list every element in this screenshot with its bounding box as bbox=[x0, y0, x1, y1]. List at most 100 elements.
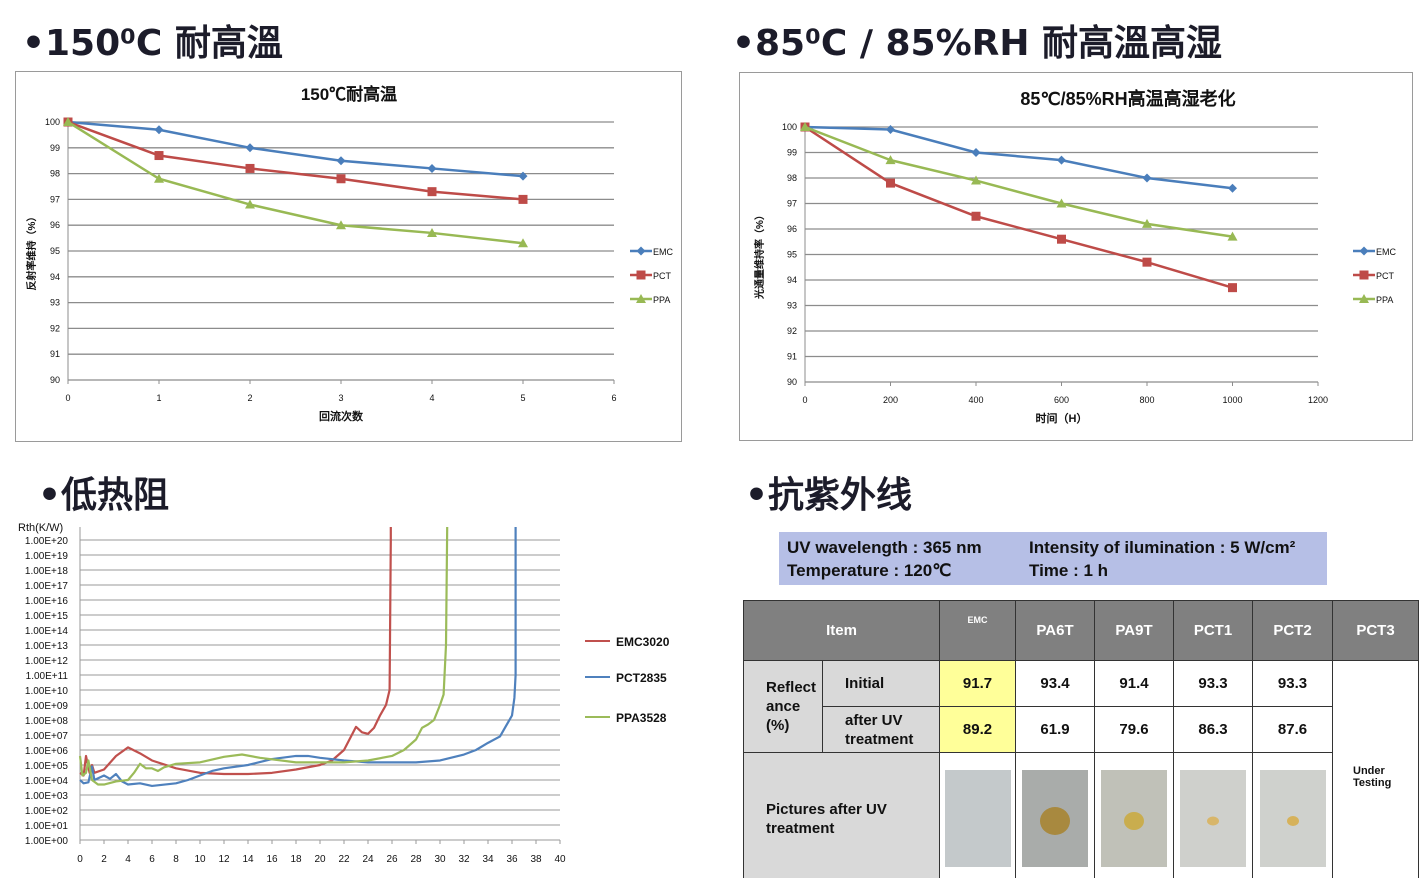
y-tick-label: 1.00E+04 bbox=[25, 776, 69, 787]
x-tick-label: 0 bbox=[77, 854, 83, 865]
data-point-pct bbox=[1057, 234, 1066, 244]
legend-label: EMC bbox=[1376, 247, 1397, 257]
data-point-pct bbox=[336, 174, 346, 184]
data-point-ppa bbox=[245, 199, 255, 209]
cell-value: 91.4 bbox=[1094, 660, 1174, 707]
cell-value: 91.7 bbox=[939, 660, 1016, 707]
data-point-ppa bbox=[518, 238, 528, 248]
series-line-emc3020 bbox=[79, 527, 392, 777]
legend-label: PPA bbox=[653, 295, 670, 305]
y-tick-label: 1.00E+13 bbox=[25, 641, 69, 652]
x-tick-label: 16 bbox=[266, 854, 278, 865]
x-tick-label: 2 bbox=[101, 854, 107, 865]
uv-intensity: Intensity of ilumination : 5 W/cm² bbox=[1029, 538, 1296, 557]
y-tick-label: 94 bbox=[50, 272, 60, 282]
pictures-label: Pictures after UV treatment bbox=[743, 752, 940, 878]
header-col: PA6T bbox=[1015, 600, 1095, 661]
y-tick-label: 1.00E+02 bbox=[25, 806, 69, 817]
data-point-ppa bbox=[63, 117, 73, 126]
x-tick-label: 1200 bbox=[1308, 395, 1328, 405]
legend-label: PPA bbox=[1376, 295, 1393, 305]
cell-value: 86.3 bbox=[1173, 706, 1253, 753]
y-tick-label: 1.00E+20 bbox=[25, 536, 69, 547]
chart-humidity-frame: 85℃/85%RH高温高湿老化 90 91 92 93 94 95 96 97 98 99 100 0 2… bbox=[739, 72, 1413, 441]
data-point-emc bbox=[971, 148, 981, 157]
x-tick-label: 10 bbox=[194, 854, 206, 865]
x-tick-label: 32 bbox=[458, 854, 470, 865]
y-tick-label: 95 bbox=[787, 250, 797, 260]
y-tick-label: 1.00E+12 bbox=[25, 656, 69, 667]
data-point-pct bbox=[427, 187, 437, 197]
y-tick-label: 94 bbox=[787, 275, 797, 285]
y-tick-label: 1.00E+18 bbox=[25, 566, 69, 577]
series-line-emc bbox=[67, 120, 524, 178]
legend-marker bbox=[636, 270, 646, 280]
y-tick-label: 1.00E+03 bbox=[25, 791, 69, 802]
legend-label: EMC3020 bbox=[616, 635, 670, 649]
x-tick-label: 12 bbox=[218, 854, 230, 865]
data-point-emc bbox=[154, 125, 164, 135]
data-point-ppa bbox=[1142, 218, 1152, 228]
data-point-ppa bbox=[1227, 231, 1238, 241]
x-tick-label: 22 bbox=[338, 854, 350, 865]
chart-title: 85℃/85%RH高温高湿老化 bbox=[1020, 88, 1235, 109]
data-point-pct bbox=[971, 211, 981, 221]
uv-time: Time : 1 h bbox=[1029, 561, 1109, 580]
x-tick-label: 200 bbox=[883, 395, 898, 405]
y-tick-label: 1.00E+14 bbox=[25, 626, 69, 637]
legend-label: PCT2835 bbox=[616, 671, 667, 685]
cell-value: 93.3 bbox=[1173, 660, 1253, 707]
y-tick-label: 99 bbox=[50, 143, 60, 153]
data-point-pct bbox=[1228, 283, 1237, 293]
x-tick-label: 30 bbox=[434, 854, 446, 865]
data-point-ppa bbox=[1056, 198, 1067, 208]
x-tick-label: 3 bbox=[338, 393, 343, 403]
y-tick-label: 100 bbox=[782, 122, 797, 132]
x-tick-label: 800 bbox=[1139, 395, 1154, 405]
section-title-humidity: •85⁰C / 85%RH 耐高溫高湿 bbox=[732, 23, 1223, 64]
y-tick-label: 1.00E+19 bbox=[25, 551, 69, 562]
legend-label: PCT bbox=[1376, 271, 1395, 281]
y-axis-label: Rth(K/W) bbox=[18, 522, 63, 534]
x-tick-label: 20 bbox=[314, 854, 326, 865]
y-tick-label: 1.00E+07 bbox=[25, 731, 69, 742]
y-tick-label: 96 bbox=[50, 220, 60, 230]
sample-photo-pa9t bbox=[1101, 770, 1167, 868]
data-point-emc bbox=[427, 163, 437, 173]
data-point-pct bbox=[518, 194, 528, 204]
x-tick-label: 6 bbox=[149, 854, 155, 865]
data-point-emc bbox=[886, 125, 895, 135]
series-line-ppa bbox=[804, 125, 1233, 238]
x-tick-label: 14 bbox=[242, 854, 254, 865]
x-tick-label: 5 bbox=[520, 393, 525, 403]
data-point-pct bbox=[886, 178, 895, 188]
series-line-pct2835 bbox=[79, 527, 517, 788]
header-col: EMC bbox=[939, 600, 1016, 661]
data-point-ppa bbox=[971, 175, 981, 185]
x-tick-label: 34 bbox=[482, 854, 494, 865]
y-tick-label: 97 bbox=[787, 199, 797, 209]
data-point-emc bbox=[1228, 183, 1237, 193]
y-tick-label: 93 bbox=[787, 301, 797, 311]
cell-value: 79.6 bbox=[1094, 706, 1174, 753]
data-point-pct bbox=[154, 151, 164, 161]
chart-high-temp-frame: 150℃耐高温 90 91 92 93 94 95 96 97 98 99 100 0 1 2 3 4 5 6 回流次… bbox=[15, 71, 682, 442]
chart-title: 150℃耐高温 bbox=[301, 84, 397, 104]
x-tick-label: 0 bbox=[802, 395, 807, 405]
x-tick-label: 400 bbox=[968, 395, 983, 405]
table-row-after: after UV treatment 89.2 61.9 79.6 86.3 8… bbox=[744, 706, 1419, 753]
table-row-pictures: Pictures after UV treatment bbox=[743, 752, 1419, 878]
data-point-emc bbox=[518, 171, 528, 181]
sample-photo-emc bbox=[944, 770, 1011, 868]
legend-label: PCT bbox=[653, 271, 672, 281]
legend-label: EMC bbox=[653, 247, 674, 257]
data-point-pct bbox=[245, 163, 255, 173]
y-tick-label: 92 bbox=[50, 323, 60, 333]
legend-marker bbox=[1359, 294, 1369, 303]
sample-photo-pct1 bbox=[1180, 770, 1246, 868]
section-title-high-temp: •150⁰C 耐高溫 bbox=[22, 23, 283, 64]
uv-table: Item EMC PA6T PA9T PCT1 PCT2 PCT3 Reflec… bbox=[743, 600, 1419, 878]
y-tick-label: 92 bbox=[787, 326, 797, 336]
y-tick-label: 1.00E+06 bbox=[25, 746, 69, 757]
